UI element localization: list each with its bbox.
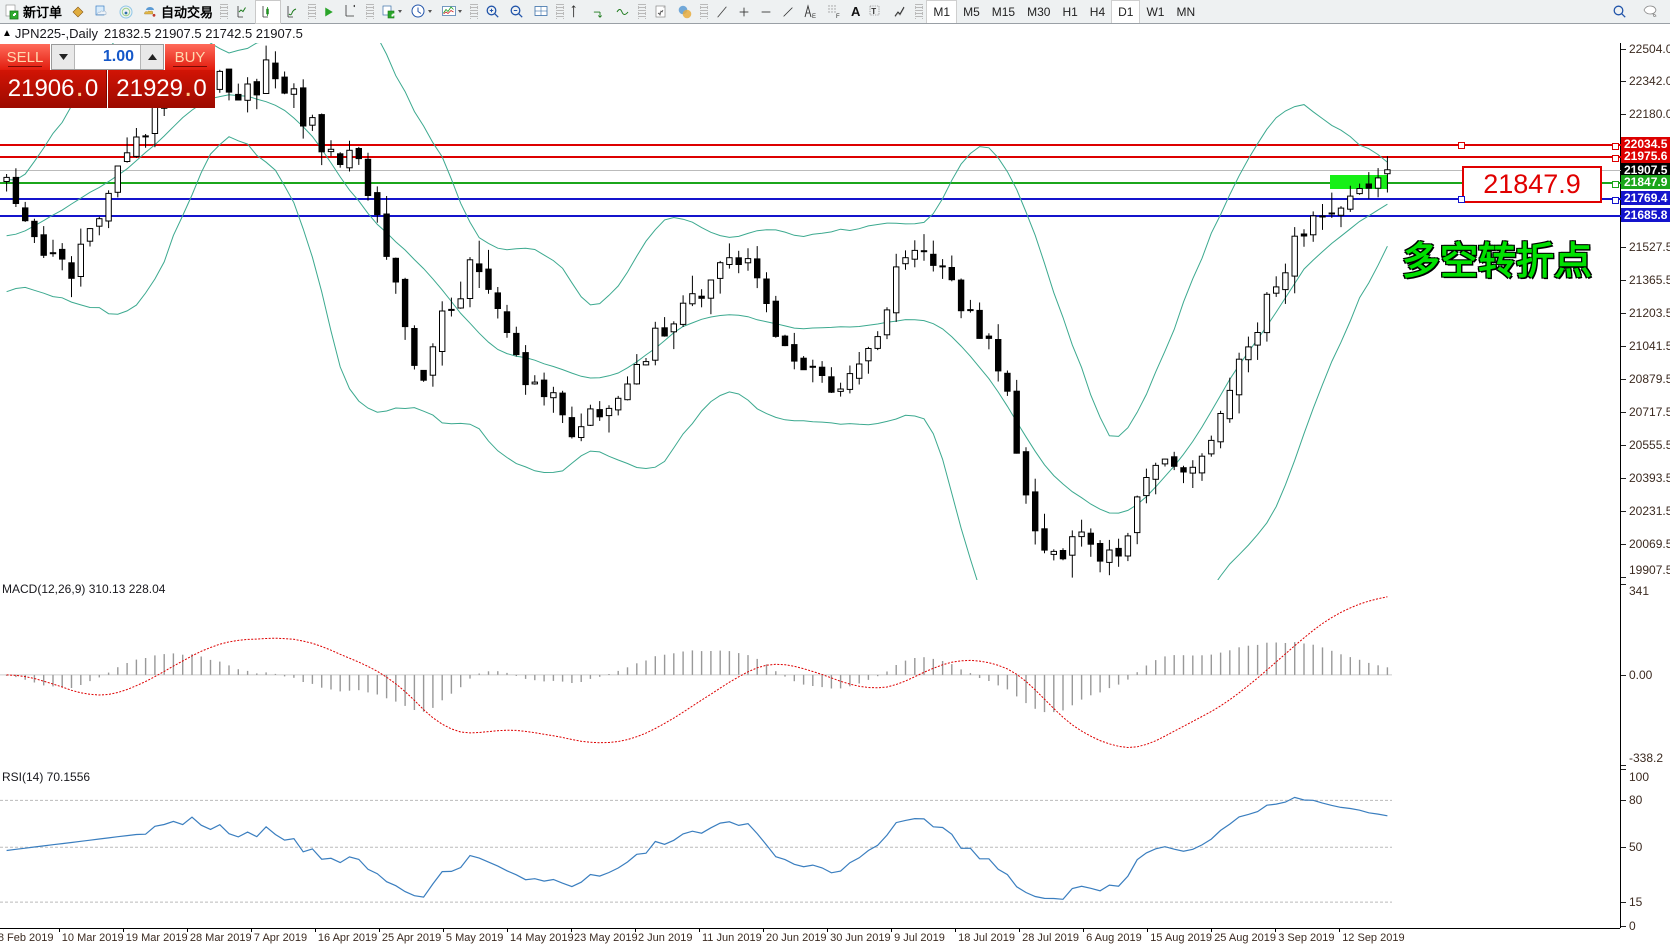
svg-text:F: F [836,14,840,20]
svg-text:E: E [812,14,816,20]
svg-text:T: T [872,7,877,16]
